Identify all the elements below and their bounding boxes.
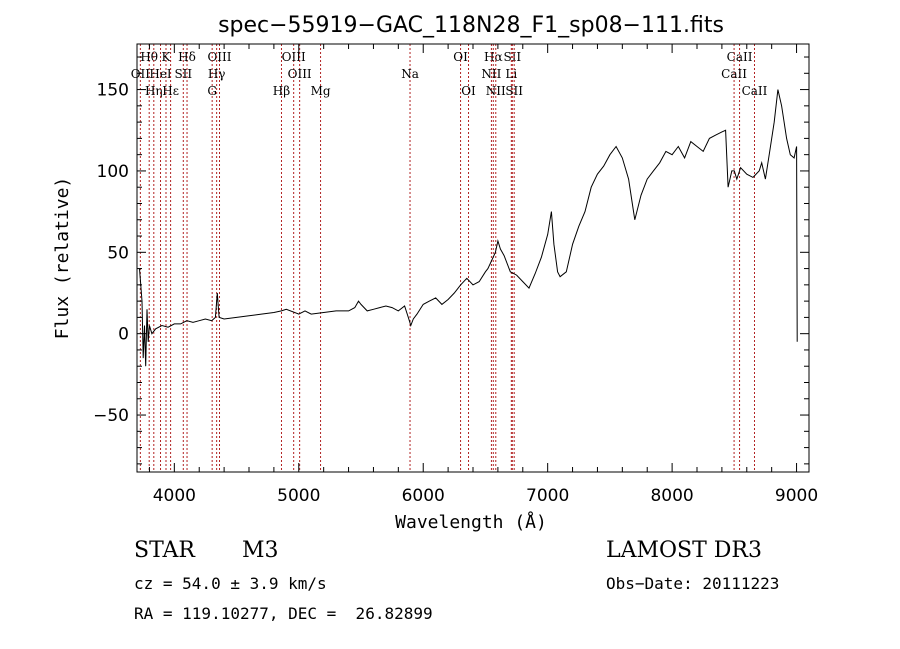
x-tick-label: 9000 [775, 486, 818, 506]
emission-line-label: SII [505, 84, 523, 98]
x-tick-label: 5000 [277, 486, 320, 506]
spectrum-line [139, 89, 798, 367]
emission-lines-layer: Hθ OII Hη K HeI Hε SII Hδ OIII Hγ G OIII OIII Hβ Mg Na O… [131, 44, 768, 472]
coordinates-text: RA = 119.10277, DEC = 26.82899 [134, 604, 433, 623]
emission-line-label: OI [453, 50, 468, 64]
emission-line-label: CaII [742, 84, 768, 98]
y-tick-label: 100 [97, 162, 129, 182]
emission-line-label: OI [461, 84, 476, 98]
x-tick-label: 7000 [526, 486, 569, 506]
emission-line-label: K [162, 50, 172, 64]
emission-line-label: OII [131, 67, 151, 81]
x-tick-label: 8000 [650, 486, 693, 506]
emission-line-label: Mg [311, 84, 331, 98]
series-layer [139, 89, 798, 367]
object-subclass: M3 [242, 538, 279, 563]
x-tick-label: 6000 [402, 486, 445, 506]
emission-line-label: OIII [288, 67, 312, 81]
y-tick-label: 50 [107, 243, 129, 263]
emission-line-label: Li [505, 67, 517, 81]
x-axis-label: Wavelength (Å) [395, 511, 547, 533]
emission-line-label: Hβ [273, 84, 290, 98]
emission-line-label: CaII [727, 50, 753, 64]
emission-line-label: CaII [721, 67, 747, 81]
emission-line-label: Hγ [208, 67, 226, 81]
emission-line-label: Hε [162, 84, 179, 98]
emission-line-label: NII [486, 84, 506, 98]
emission-line-label: Hα [484, 50, 503, 64]
y-tick-label: −50 [93, 406, 129, 426]
emission-line-label: SII [503, 50, 521, 64]
y-tick-label: 150 [97, 81, 129, 101]
emission-line-label: Hθ [140, 50, 158, 64]
survey-name: LAMOST DR3 [606, 538, 762, 563]
emission-line-label: Na [401, 67, 419, 81]
emission-line-label: G [207, 84, 217, 98]
y-tick-label: 0 [118, 325, 129, 345]
emission-line-label: Hδ [178, 50, 196, 64]
object-class: STAR [134, 538, 195, 563]
y-axis-label: Flux (relative) [52, 177, 73, 340]
emission-line-label: SII [174, 67, 192, 81]
plot-frame [136, 43, 810, 473]
x-tick-label: 4000 [153, 486, 196, 506]
emission-line-label: OIII [282, 50, 306, 64]
redshift-text: cz = 54.0 ± 3.9 km/s [134, 574, 327, 593]
emission-line-label: HeI [149, 67, 172, 81]
emission-line-label: NII [481, 67, 501, 81]
emission-line-label: Hη [145, 84, 163, 98]
emission-line-label: OIII [207, 50, 231, 64]
chart-title: spec−55919−GAC_118N28_F1_sp08−111.fits [218, 13, 724, 38]
obs-date-text: Obs−Date: 20111223 [606, 574, 780, 593]
axis-ticks-layer: 4000 5000 6000 7000 8000 9000 −50 0 50 100 150 [93, 44, 818, 506]
